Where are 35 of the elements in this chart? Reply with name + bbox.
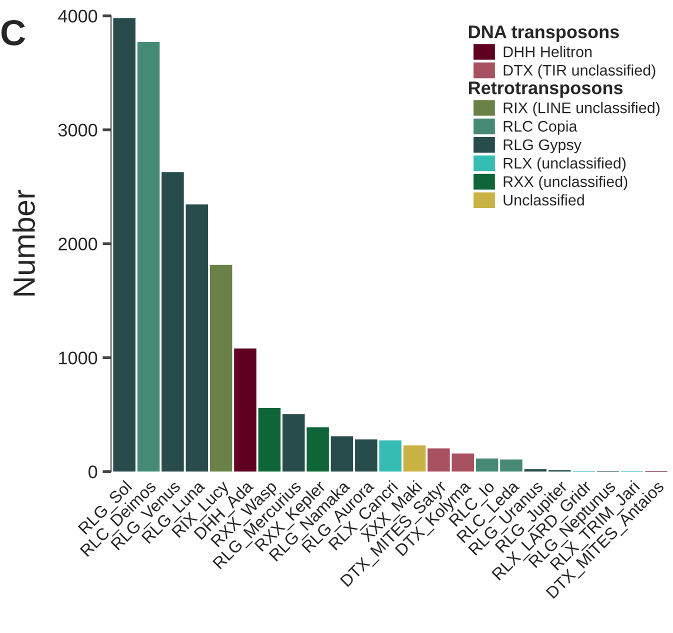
annotation: Retrotransposons: [469, 82, 623, 98]
annotation: DNA transposons: [469, 26, 619, 42]
bar: [428, 448, 450, 472]
y-tick-label: 1000: [59, 352, 98, 364]
bar: [403, 445, 426, 472]
bar: [162, 172, 184, 472]
bar: [282, 414, 305, 472]
legend-label: RLG Gypsy: [504, 139, 582, 154]
legend-label: RLX (unclassified): [504, 157, 626, 172]
y-tick-label: 3000: [58, 124, 98, 136]
y-tick-label: 4000: [58, 10, 98, 23]
legend-label: Unclassified: [504, 194, 584, 206]
bar: [500, 460, 522, 472]
chart-title: C: [1, 20, 26, 46]
bar: [234, 348, 256, 472]
legend-label: RIX (LINE unclassified): [504, 102, 660, 116]
bar: [379, 440, 402, 472]
y-tick-label: 2000: [58, 238, 98, 250]
bar: [306, 427, 329, 472]
bar: [330, 436, 354, 472]
bar: [137, 42, 160, 472]
legend-label: DTX (TIR unclassified): [504, 64, 656, 79]
bar: [210, 264, 232, 472]
y-tick-label: 0: [88, 466, 98, 478]
legend-label: DHH Helitron: [504, 46, 592, 58]
bar: [258, 408, 281, 472]
bar: [355, 439, 378, 472]
bar: [113, 18, 136, 472]
bar: [524, 469, 547, 472]
y-axis-title: Number: [12, 190, 35, 296]
bar: [476, 458, 498, 472]
bar: [452, 453, 474, 472]
legend-label: RXX (unclassified): [504, 176, 628, 190]
legend-label: RLC Copia: [504, 120, 578, 135]
bar: [186, 204, 208, 472]
